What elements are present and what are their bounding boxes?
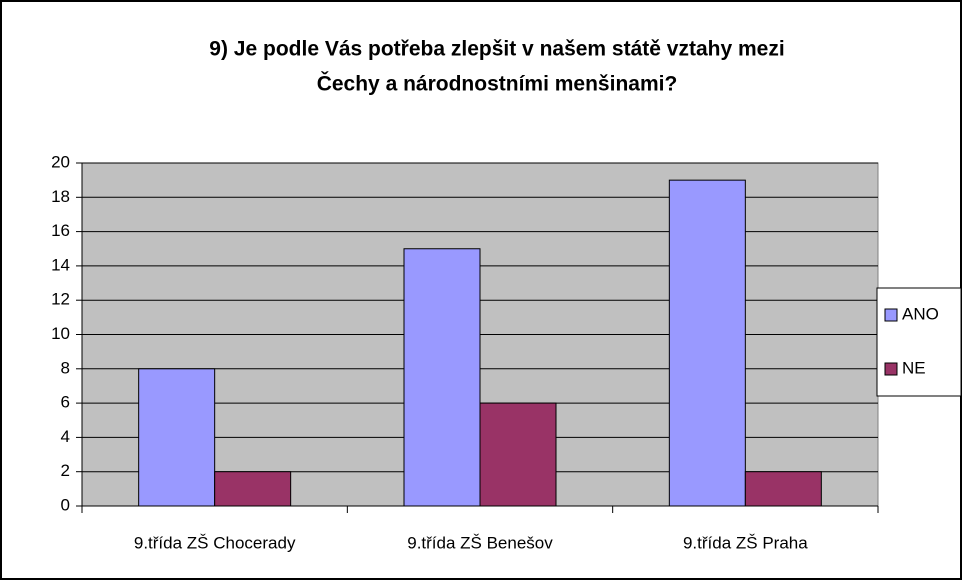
y-tick-label: 8 — [61, 358, 70, 377]
bar — [214, 471, 292, 507]
y-tick-label: 20 — [51, 152, 70, 171]
y-tick-label: 2 — [61, 461, 70, 480]
bar — [403, 248, 481, 507]
y-tick-label: 6 — [61, 393, 70, 412]
y-tick-label: 10 — [51, 324, 70, 343]
legend-swatch — [884, 308, 898, 322]
y-tick-label: 16 — [51, 221, 70, 240]
y-tick-label: 4 — [61, 427, 70, 446]
bar — [744, 471, 822, 507]
y-tick-label: 0 — [61, 495, 70, 514]
x-tick-label: 9.třída ZŠ Chocerady — [134, 533, 296, 552]
bar — [479, 402, 557, 507]
y-tick-label: 12 — [51, 290, 70, 309]
x-tick-label: 9.třída ZŠ Benešov — [407, 533, 553, 552]
bar — [138, 368, 216, 507]
legend-swatch — [884, 362, 898, 376]
x-tick-label: 9.třída ZŠ Praha — [683, 533, 808, 552]
legend-label: NE — [902, 358, 926, 377]
legend-box — [876, 287, 962, 397]
chart-title: Čechy a národnostními menšinami? — [317, 72, 678, 96]
legend-label: ANO — [902, 304, 939, 323]
bar — [668, 179, 746, 507]
chart-title: 9) Je podle Vás potřeba zlepšit v našem … — [209, 38, 784, 61]
y-tick-label: 14 — [51, 255, 70, 274]
y-tick-label: 18 — [51, 187, 70, 206]
